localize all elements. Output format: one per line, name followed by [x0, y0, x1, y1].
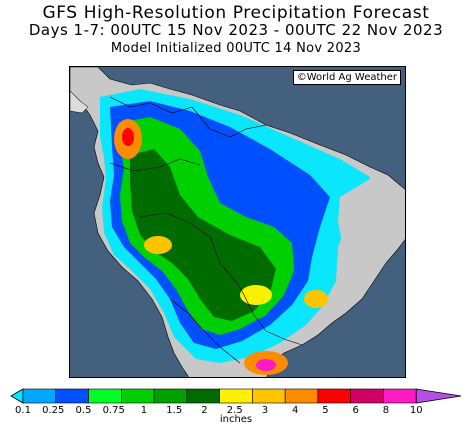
colorbar-tick-label: 5	[322, 405, 329, 416]
colorbar-segment	[383, 388, 417, 404]
precip-max-amazon	[144, 236, 172, 254]
precip-max-west-core	[122, 128, 134, 146]
precipitation-map: ©World Ag Weather	[69, 66, 406, 378]
colorbar-tick-label: 0.5	[75, 405, 92, 416]
precip-max-south-2	[304, 290, 328, 308]
chart-title: GFS High-Resolution Precipitation Foreca…	[42, 3, 430, 23]
colorbar-tick-label: 0.75	[102, 405, 125, 416]
precipitation-colorbar	[10, 388, 462, 404]
colorbar-segment	[252, 388, 286, 404]
colorbar-tick-label: 2	[201, 405, 208, 416]
colorbar-segment	[219, 388, 253, 404]
colorbar-segment	[350, 388, 384, 404]
dry-northeast	[338, 179, 405, 271]
map-canvas	[70, 67, 405, 377]
colorbar-segment	[317, 388, 351, 404]
colorbar-tick-label: 4	[292, 405, 299, 416]
colorbar-arrow-high	[415, 388, 462, 404]
map-credit: ©World Ag Weather	[292, 70, 401, 85]
colorbar-tick-label: 1.5	[166, 405, 183, 416]
precip-max-uruguay-core	[256, 359, 276, 371]
colorbar-tick-label: 8	[382, 405, 390, 416]
colorbar-tick-label: 0.1	[15, 405, 31, 416]
colorbar-segment	[22, 388, 57, 404]
colorbar-units: inches	[219, 414, 253, 425]
country-borders	[109, 96, 303, 364]
central-america	[70, 90, 89, 114]
precip-max-south	[240, 285, 272, 305]
colorbar-tick-label: 3	[261, 405, 269, 416]
colorbar-tick-label: 10	[409, 405, 423, 416]
colorbar-tick-label: 1	[140, 405, 148, 416]
colorbar-tick-label: 0.25	[42, 405, 65, 416]
colorbar-segment	[153, 388, 188, 404]
colorbar-segment	[55, 388, 89, 404]
colorbar-svg	[10, 388, 462, 404]
model-init-time: Model Initialized 00UTC 14 Nov 2023	[110, 41, 362, 56]
colorbar-segment	[186, 388, 220, 404]
colorbar-tick-label: 2.5	[226, 405, 243, 416]
forecast-period: Days 1-7: 00UTC 15 Nov 2023 - 00UTC 22 N…	[28, 21, 444, 39]
colorbar-segment	[284, 388, 319, 404]
precip-very-heavy	[130, 149, 276, 321]
colorbar-segment	[121, 388, 155, 404]
colorbar-arrow-low	[10, 388, 24, 404]
colorbar-segment	[88, 388, 122, 404]
colorbar-tick-label: 6	[352, 405, 359, 416]
